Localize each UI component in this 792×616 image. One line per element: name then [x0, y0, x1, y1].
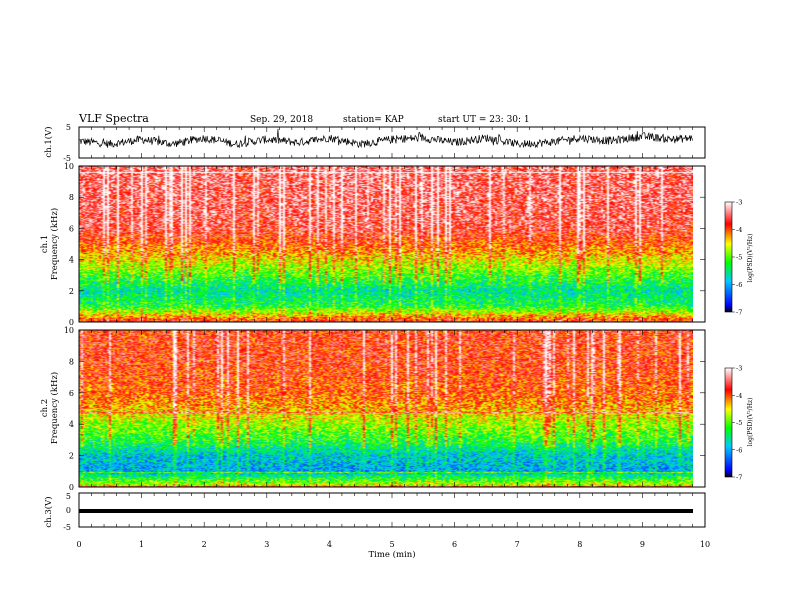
ch3-ytick-bottom: -5	[63, 523, 71, 532]
ch3-waveform-ylabel: ch.3(V)	[43, 496, 54, 527]
x-tick-label: 7	[515, 540, 520, 549]
x-tick-label: 2	[202, 540, 207, 549]
y-tick-label: 0	[69, 318, 74, 327]
colorbar-tick-label: -5	[736, 254, 742, 262]
y-tick-label: 10	[64, 162, 74, 171]
y-tick-label: 4	[69, 256, 74, 265]
colorbar-tick-label: -7	[736, 309, 742, 317]
ch3-waveform-panel: 5 0 -5 ch.3(V) 0 1 2 3 4 5 6 7 8 9 10 Time (min)	[43, 492, 710, 560]
ch2-colorbar-ticks: -3 -4 -5 -6 -7	[732, 365, 742, 482]
x-tick-label: 6	[452, 540, 457, 549]
ch1-waveform-trace	[78, 128, 693, 149]
ch2-spectrogram-ticks	[78, 329, 706, 488]
x-tick-label: 9	[640, 540, 645, 549]
ch1-spectrogram-ticks	[78, 165, 706, 323]
ch3-ytick-top: 5	[66, 492, 71, 501]
header-station: station= KAP	[343, 115, 404, 125]
figure-title: VLF Spectra	[78, 112, 149, 125]
ch1-spectrogram-heatmap	[79, 166, 693, 322]
ch3-waveform-trace	[79, 509, 693, 513]
y-tick-label: 10	[64, 326, 74, 335]
ch2-colorbar-label: log(PSD)(V²/Hz)	[747, 398, 754, 447]
ch1-colorbar-label: log(PSD)(V²/Hz)	[747, 234, 754, 283]
ch2-spectrogram-ytick-labels: 0 2 4 6 8 10	[64, 326, 74, 492]
y-tick-label: 4	[69, 420, 74, 429]
ch1-spectrogram-ytick-labels: 0 2 4 6 8 10	[64, 162, 74, 327]
y-tick-label: 6	[69, 224, 74, 233]
ch1-spectrogram-panel: 0 2 4 6 8 10 ch.1Frequency (kHz)	[40, 162, 706, 327]
ch1-colorbar: -3 -4 -5 -6 -7 log(PSD)(V²/Hz)	[724, 199, 754, 317]
ch2-spectrogram-ylabel: ch.2Frequency (kHz)	[40, 372, 60, 444]
x-tick-label: 1	[139, 540, 144, 549]
ch2-colorbar: -3 -4 -5 -6 -7 log(PSD)(V²/Hz)	[724, 365, 754, 482]
ch2-colorbar-gradient	[724, 367, 733, 478]
ch2-spectrogram-heatmap	[79, 330, 693, 487]
x-tick-label: 4	[327, 540, 332, 549]
y-tick-label: 8	[69, 193, 74, 202]
ch1-ytick-bottom: -5	[63, 154, 71, 163]
colorbar-tick-label: -3	[736, 365, 742, 373]
ch1-waveform-ylabel: ch.1(V)	[43, 126, 54, 157]
ch3-waveform-ticks	[78, 493, 706, 527]
x-tick-label: 8	[577, 540, 582, 549]
ch1-ytick-top: 5	[66, 123, 71, 132]
time-axis-label: Time (min)	[368, 549, 415, 560]
y-tick-label: 8	[69, 357, 74, 366]
colorbar-tick-label: -3	[736, 199, 742, 207]
ch2-spectrogram-panel: 0 2 4 6 8 10 ch.2Frequency (kHz)	[40, 326, 706, 492]
ch1-colorbar-gradient	[724, 201, 733, 313]
colorbar-tick-label: -4	[736, 392, 742, 400]
colorbar-tick-label: -4	[736, 226, 742, 234]
ch1-waveform-ticks	[78, 127, 706, 158]
colorbar-tick-label: -6	[736, 281, 742, 289]
ch1-waveform-panel: 5 -5 ch.1(V)	[43, 123, 706, 163]
colorbar-tick-label: -7	[736, 474, 742, 482]
time-axis-tick-labels: 0 1 2 3 4 5 6 7 8 9 10	[76, 540, 710, 549]
x-tick-label: 5	[389, 540, 394, 549]
y-tick-label: 0	[69, 483, 74, 492]
ch1-spectrogram-ylabel: ch.1Frequency (kHz)	[40, 208, 60, 280]
x-tick-label: 10	[700, 540, 710, 549]
y-tick-label: 6	[69, 389, 74, 398]
colorbar-tick-label: -5	[736, 419, 742, 427]
ch3-ytick-zero: 0	[66, 506, 71, 515]
x-tick-label: 0	[76, 540, 81, 549]
ch1-colorbar-ticks: -3 -4 -5 -6 -7	[732, 199, 742, 317]
header-date: Sep. 29, 2018	[250, 115, 313, 125]
y-tick-label: 2	[69, 452, 74, 461]
colorbar-tick-label: -6	[736, 446, 742, 454]
y-tick-label: 2	[69, 287, 74, 296]
x-tick-label: 3	[264, 540, 269, 549]
header-start-time: start UT = 23: 30: 1	[438, 115, 530, 125]
